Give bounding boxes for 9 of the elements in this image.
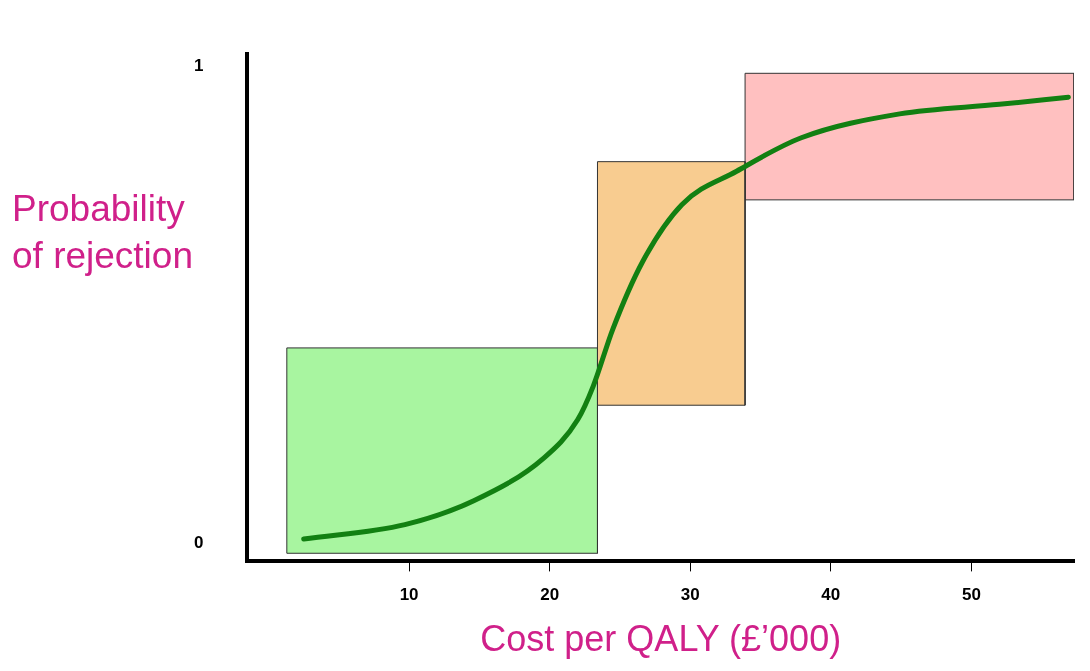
y-tick-label: 1: [193, 55, 204, 75]
y-tick-label: 0: [193, 533, 204, 553]
x-tick-label: 20: [540, 585, 560, 605]
x-tick-label: 50: [961, 585, 981, 605]
x-tick-label: 10: [399, 585, 419, 605]
x-tick-label: 30: [680, 585, 700, 605]
x-axis-title: Cost per QALY (£’000): [480, 618, 842, 660]
y-axis-title: Probability of rejection: [12, 187, 194, 278]
x-tick-label: 40: [821, 585, 841, 605]
